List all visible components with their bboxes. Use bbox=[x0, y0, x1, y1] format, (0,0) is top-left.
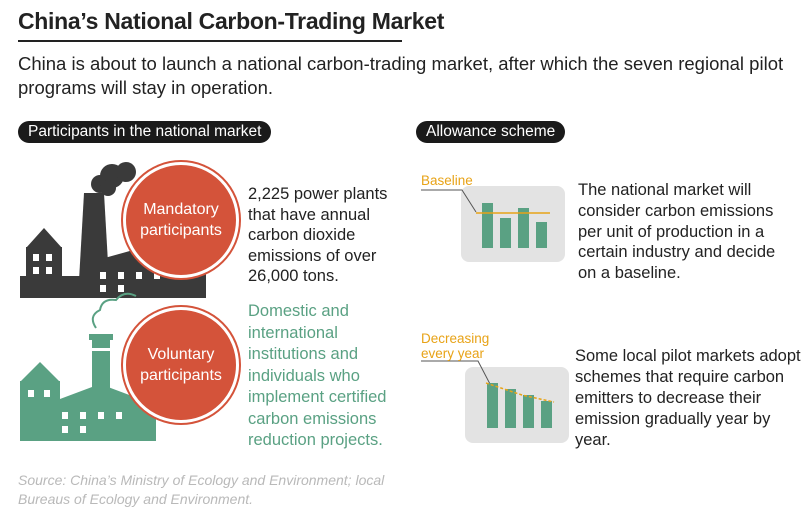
participants-section-label: Participants in the national market bbox=[18, 121, 272, 143]
baseline-label: Baseline bbox=[421, 173, 473, 188]
decreasing-chart-panel bbox=[465, 367, 569, 443]
voluntary-description: Domestic and international institutions … bbox=[248, 302, 387, 449]
mandatory-participants-badge: Mandatory participants bbox=[123, 162, 239, 278]
title-underline bbox=[18, 40, 402, 42]
page-subtitle: China is about to launch a national carb… bbox=[18, 53, 784, 98]
baseline-description: The national market will consider carbon… bbox=[578, 181, 776, 283]
decreasing-label: Decreasing every year bbox=[421, 331, 490, 361]
page-title: China’s National Carbon-Trading Market bbox=[18, 8, 445, 34]
decreasing-description: Some local pilot markets adopt schemes t… bbox=[575, 347, 801, 449]
mandatory-description: 2,225 power plants that have annual carb… bbox=[248, 185, 388, 285]
source-note: Source: China’s Ministry of Ecology and … bbox=[18, 472, 385, 507]
baseline-chart-panel bbox=[461, 186, 565, 262]
voluntary-participants-badge: Voluntary participants bbox=[123, 307, 239, 423]
allowance-section-label: Allowance scheme bbox=[416, 121, 566, 143]
